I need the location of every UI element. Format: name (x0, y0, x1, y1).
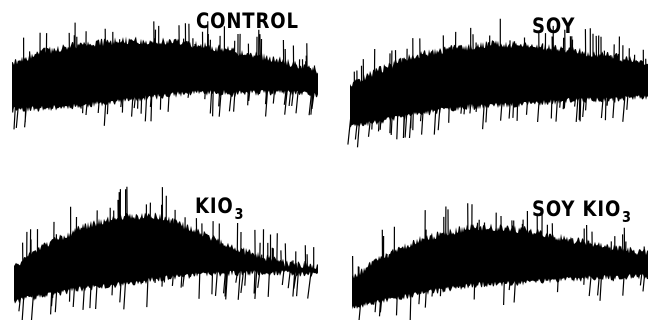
label-control: CONTROL (196, 9, 300, 38)
trace-soy-kio3 (352, 203, 648, 320)
trace-spikes (18, 186, 315, 320)
panel-soy: SOY (324, 0, 648, 160)
label-kio3: KIO3 (195, 194, 244, 223)
label-kio3-text: KIO (195, 194, 234, 218)
trace-soy (347, 18, 648, 148)
trace-spikes (347, 18, 647, 148)
panel-kio3: KIO3 (0, 160, 324, 320)
trace-body (12, 36, 318, 112)
trace-control (12, 21, 318, 130)
label-soy-kio3: SOY KIO3 (532, 197, 632, 226)
label-soy-text: SOY (532, 14, 576, 38)
trace-spikes (12, 21, 316, 130)
label-kio3-sub: 3 (234, 205, 245, 223)
label-control-text: CONTROL (196, 9, 299, 33)
panel-control: CONTROL (0, 0, 324, 160)
label-soy: SOY (532, 14, 576, 43)
trace-kio3 (14, 186, 318, 320)
panel-soy-kio3: SOY KIO3 (324, 160, 648, 320)
label-soy-kio3-text: SOY KIO (532, 197, 622, 221)
label-soy-kio3-sub: 3 (622, 208, 632, 226)
trace-body (350, 40, 648, 129)
trace-body (352, 223, 648, 310)
trace-spikes (352, 203, 646, 320)
